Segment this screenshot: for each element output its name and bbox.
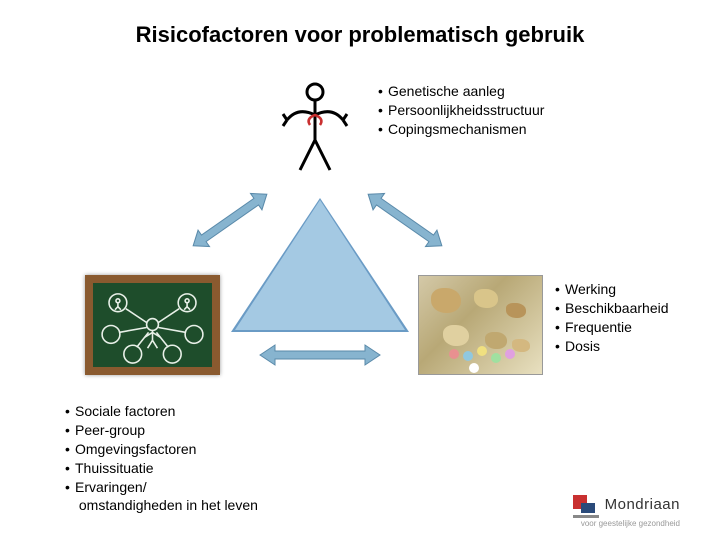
list-item: omstandigheden in het leven — [75, 497, 258, 513]
logo-text: Mondriaan — [605, 496, 680, 513]
logo-mark-icon — [573, 493, 599, 515]
list-item: Dosis — [565, 338, 600, 354]
list-item: Omgevingsfactoren — [75, 441, 196, 457]
list-item: Ervaringen/ — [75, 479, 147, 495]
list-item: Beschikbaarheid — [565, 300, 669, 316]
arrow-top-left — [175, 185, 285, 255]
drugs-image — [418, 275, 543, 375]
arrow-bottom — [250, 340, 390, 370]
chalkboard-icon — [85, 275, 220, 375]
list-item: Thuissituatie — [75, 460, 154, 476]
person-factors-list: •Genetische aanleg •Persoonlijkheidsstru… — [378, 82, 544, 139]
list-item: Werking — [565, 281, 616, 297]
list-item: Persoonlijkheidsstructuur — [388, 102, 544, 118]
arrow-top-right — [350, 185, 460, 255]
mondriaan-logo: Mondriaan — [573, 493, 680, 515]
person-icon — [275, 80, 355, 175]
logo-tagline: voor geestelijke gezondheid — [581, 519, 680, 528]
environment-factors-list: •Sociale factoren •Peer-group •Omgevings… — [65, 402, 258, 515]
slide-title: Risicofactoren voor problematisch gebrui… — [0, 22, 720, 48]
substance-factors-list: •Werking •Beschikbaarheid •Frequentie •D… — [555, 280, 669, 356]
list-item: Peer-group — [75, 422, 145, 438]
list-item: Sociale factoren — [75, 403, 175, 419]
list-item: Genetische aanleg — [388, 83, 505, 99]
list-item: Copingsmechanismen — [388, 121, 527, 137]
list-item: Frequentie — [565, 319, 632, 335]
